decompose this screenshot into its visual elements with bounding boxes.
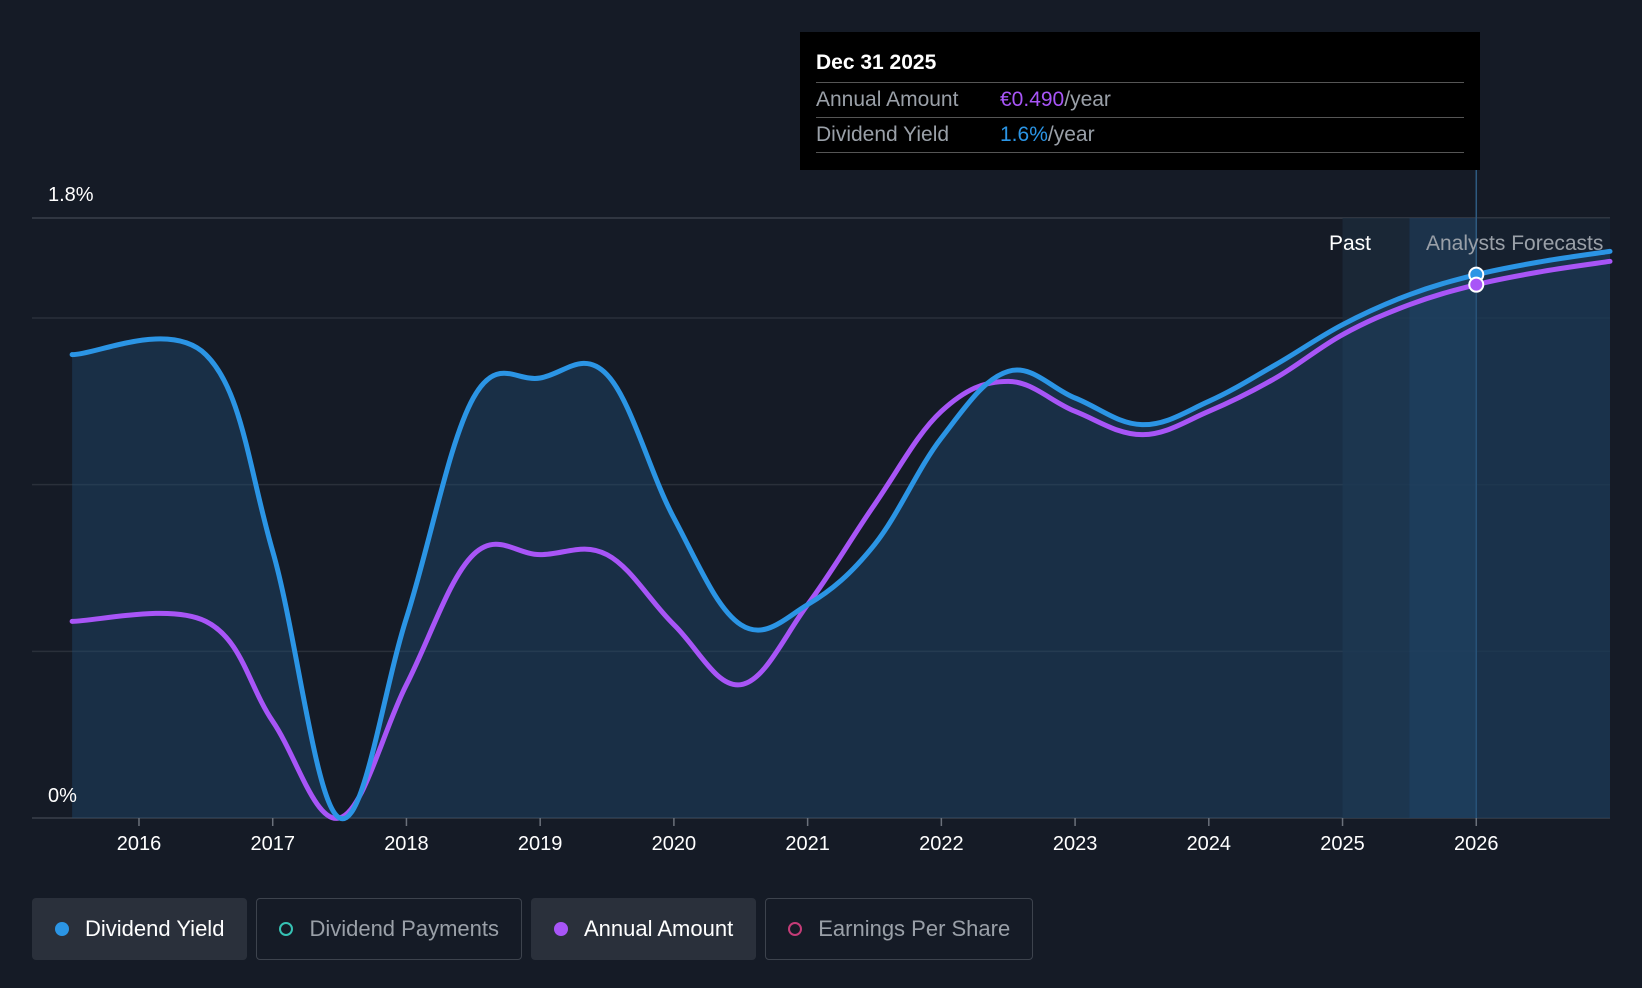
- tooltip-row-dividend-yield: Dividend Yield 1.6% /year: [816, 118, 1464, 153]
- x-axis-ticks: 2016 2017 2018 2019 2020 2021 2022 2023 2024 2025…: [117, 818, 1499, 855]
- legend-dividend-payments-button[interactable]: Dividend Payments: [256, 898, 522, 960]
- x-tick-label: 2020: [652, 833, 697, 855]
- legend-dividend-yield-button[interactable]: Dividend Yield: [32, 898, 248, 960]
- past-region-label: Past: [1329, 232, 1371, 255]
- forecast-tail-band: [1476, 218, 1610, 818]
- x-tick-label: 2022: [919, 833, 964, 855]
- tooltip-value: €0.490: [1000, 88, 1065, 111]
- tooltip-value: 1.6%: [1000, 123, 1048, 146]
- yield-area: [72, 251, 1610, 819]
- y-tick-top-label: 1.8%: [48, 184, 94, 206]
- chart-tooltip: Dec 31 2025 Annual Amount €0.490 /year D…: [800, 32, 1480, 170]
- tooltip-label: Dividend Yield: [816, 123, 950, 146]
- legend-earnings-per-share-button[interactable]: Earnings Per Share: [765, 898, 1034, 960]
- legend-label: Annual Amount: [583, 916, 734, 941]
- filled-dot-icon: [553, 922, 568, 936]
- tooltip-row-annual-amount: Annual Amount €0.490 /year: [816, 83, 1464, 118]
- tooltip-unit: /year: [1064, 88, 1111, 111]
- dividend-yield-area: [72, 251, 1610, 819]
- dividend-yield-line: [69, 248, 1613, 822]
- x-tick-label: 2023: [1053, 833, 1098, 855]
- tooltip-label: Annual Amount: [816, 88, 959, 111]
- legend-label: Dividend Yield: [85, 916, 225, 941]
- x-tick-label: 2018: [384, 833, 429, 855]
- legend-label: Earnings Per Share: [818, 916, 1011, 941]
- ring-dot-icon: [279, 922, 294, 936]
- legend-annual-amount-button[interactable]: Annual Amount: [530, 898, 757, 960]
- x-tick-label: 2024: [1187, 833, 1232, 855]
- x-tick-label: 2017: [250, 833, 295, 855]
- chart-legend: Dividend Yield Dividend Payments Annual …: [32, 898, 1034, 960]
- x-tick-label: 2019: [518, 833, 563, 855]
- x-tick-label: 2026: [1454, 833, 1499, 855]
- forecast-region-label: Analysts Forecasts: [1426, 232, 1603, 255]
- legend-label: Dividend Payments: [309, 916, 499, 941]
- forecast-band: [1409, 218, 1477, 818]
- y-tick-bottom-label: 0%: [48, 785, 77, 807]
- x-tick-label: 2025: [1320, 833, 1365, 855]
- tooltip-unit: /year: [1047, 123, 1095, 146]
- annual-amount-marker: [1468, 276, 1485, 293]
- ring-dot-icon: [788, 922, 803, 936]
- series-lines: [69, 248, 1613, 822]
- x-tick-label: 2016: [117, 833, 162, 855]
- filled-dot-icon: [55, 922, 69, 936]
- x-tick-label: 2021: [785, 833, 830, 855]
- tooltip-date: Dec 31 2025: [816, 48, 1464, 83]
- tooltip-markers: [1468, 266, 1485, 293]
